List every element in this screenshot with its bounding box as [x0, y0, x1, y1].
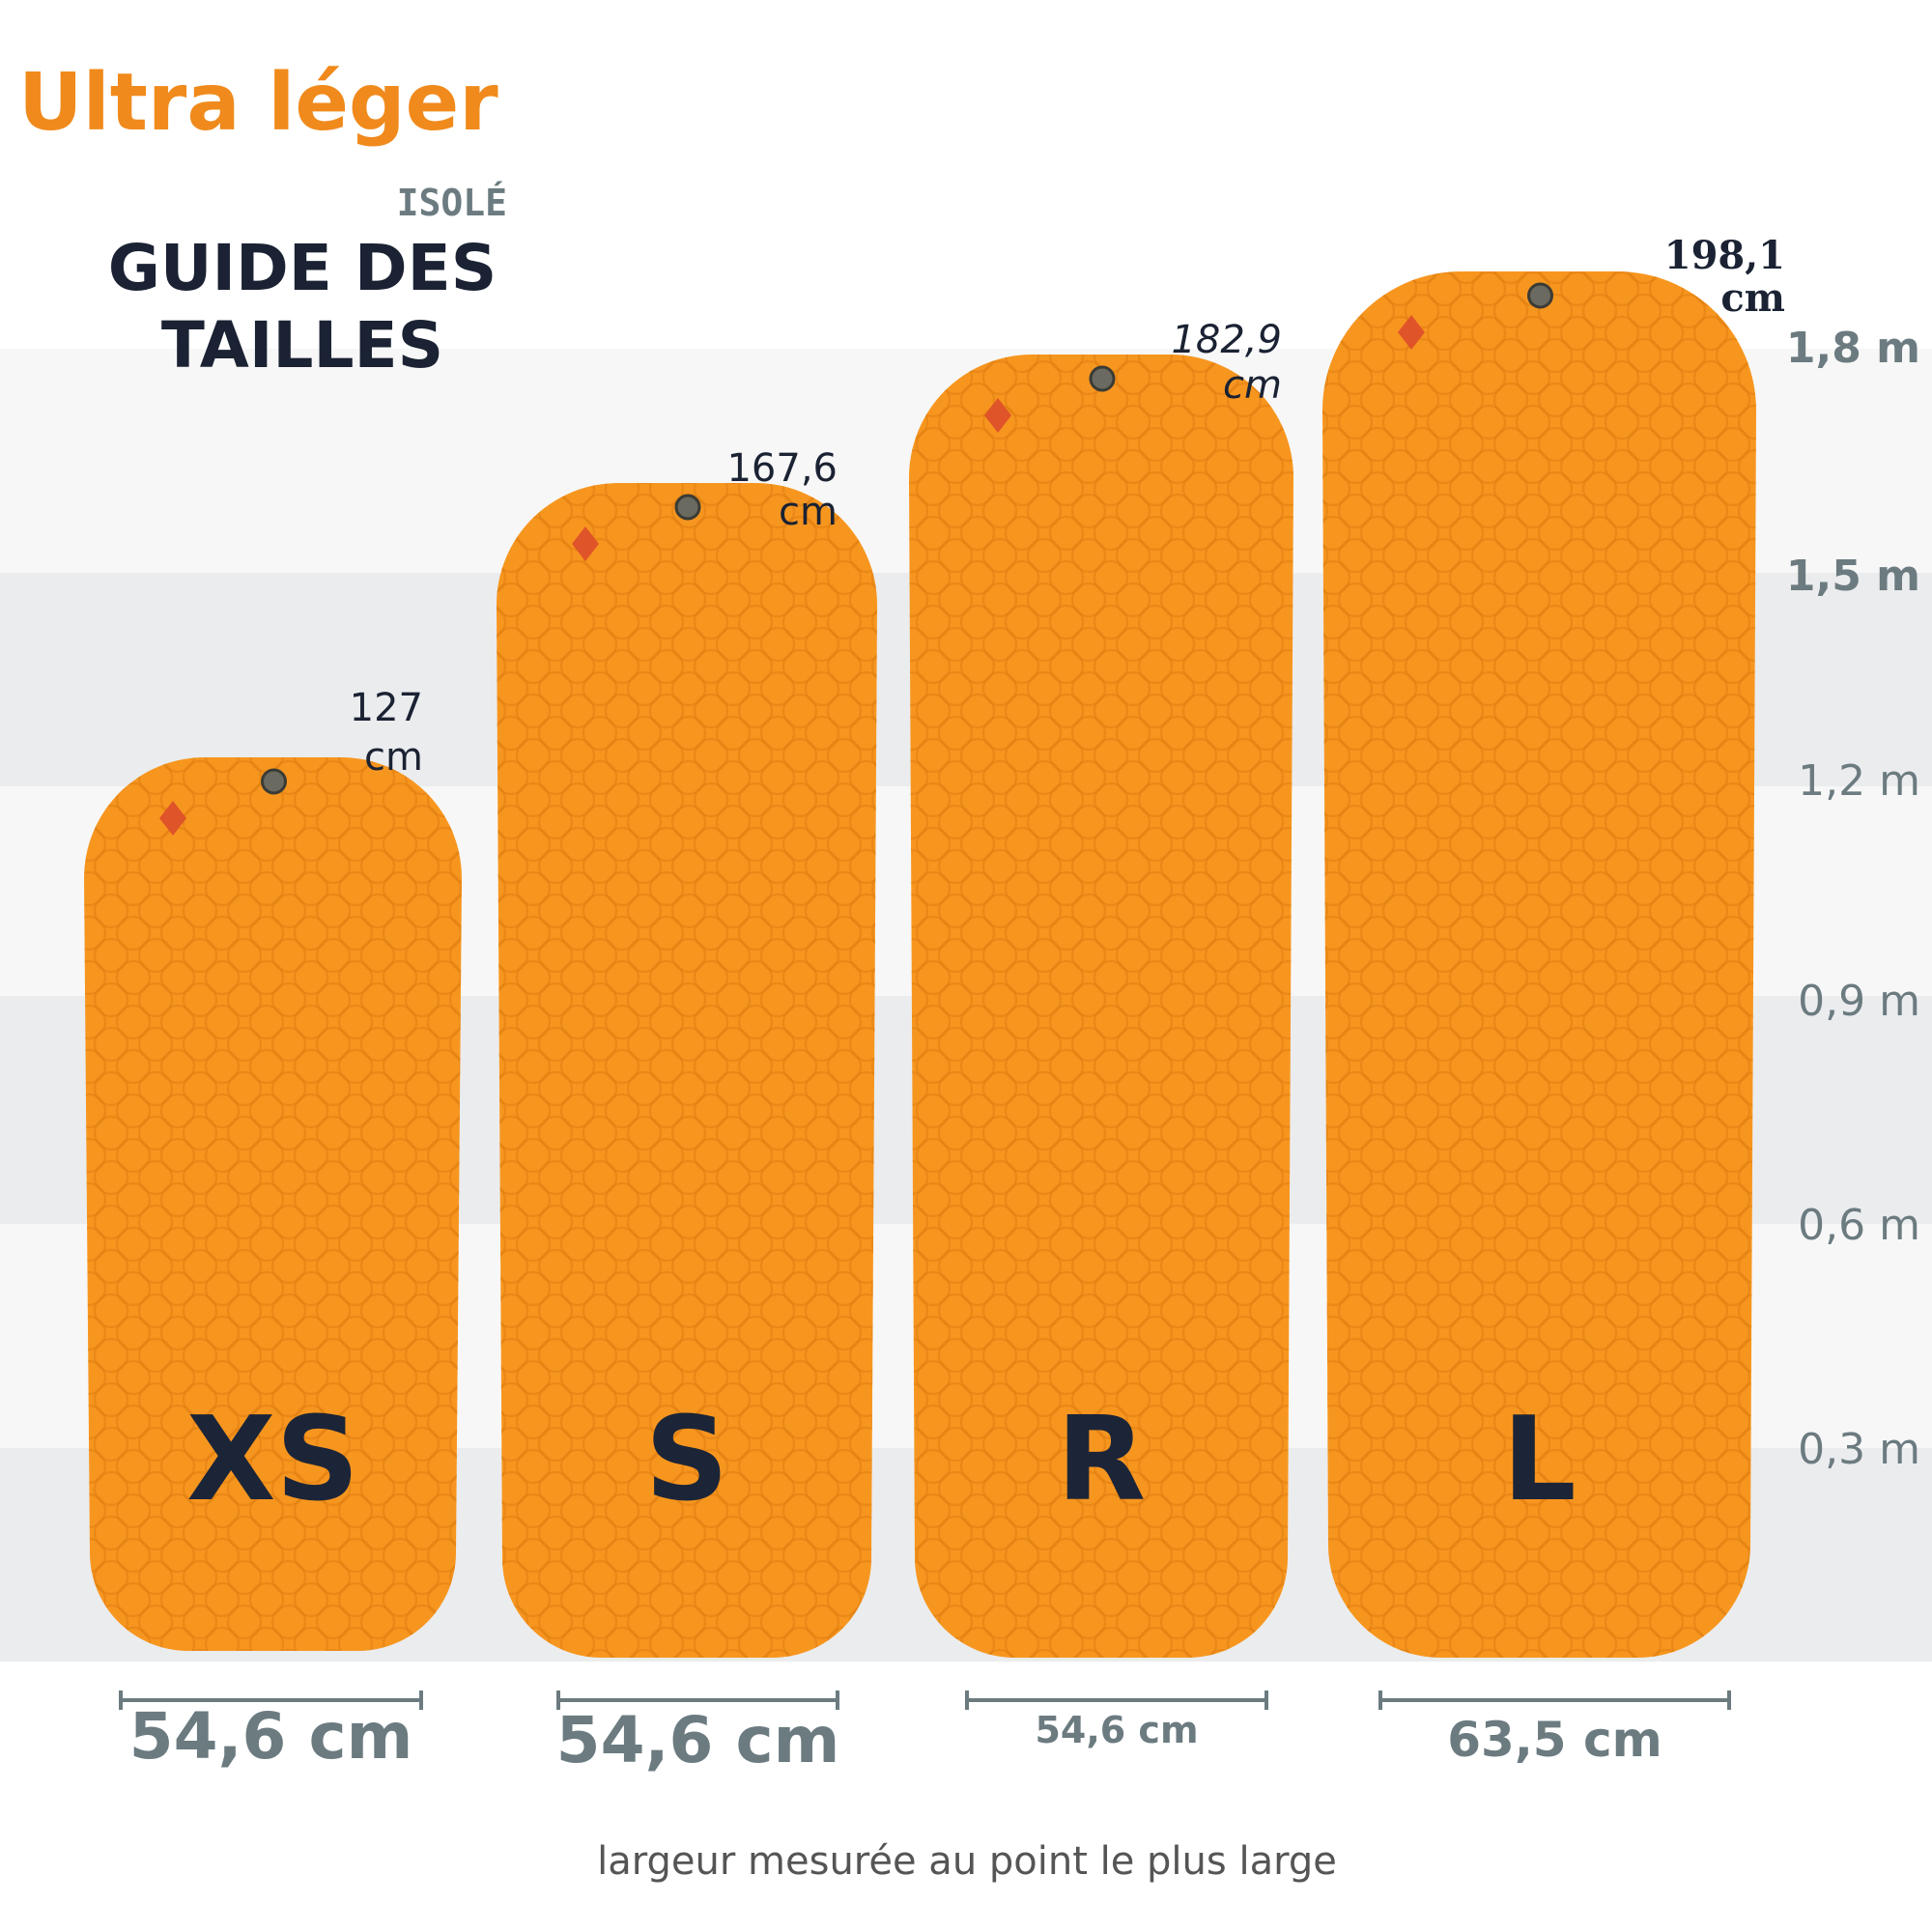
width-label: 54,6 cm	[129, 1699, 413, 1774]
mat-texture	[1322, 271, 1756, 1658]
valve	[674, 494, 701, 521]
size-label: XS	[186, 1393, 359, 1527]
valve	[1089, 365, 1116, 392]
logo	[1398, 315, 1425, 350]
heading: TAILLES	[161, 308, 443, 383]
width-label: 54,6 cm	[1035, 1709, 1198, 1751]
size-label: S	[645, 1393, 728, 1527]
valve	[1527, 282, 1553, 309]
scale-label: 1,2 m	[1798, 756, 1920, 806]
size-label: R	[1057, 1393, 1146, 1527]
length-label: 127	[350, 686, 423, 730]
mat-texture	[84, 757, 462, 1651]
length-label: cm	[1720, 275, 1785, 321]
valve	[261, 768, 287, 795]
length-label: 198,1	[1664, 233, 1785, 278]
title: Ultra léger	[18, 57, 498, 149]
length-label: 182,9	[1171, 318, 1282, 362]
width-label: 54,6 cm	[556, 1703, 840, 1777]
subtitle: ISOLÉ	[397, 182, 507, 224]
logo	[159, 801, 186, 836]
length-label: cm	[1223, 363, 1282, 408]
scale-label: 0,3 m	[1798, 1425, 1920, 1474]
heading: GUIDE DES	[108, 231, 497, 305]
width-label: 63,5 cm	[1447, 1712, 1662, 1768]
length-label: 167,6	[726, 446, 838, 491]
size-label: L	[1502, 1393, 1576, 1527]
scale-label: 0,9 m	[1798, 977, 1920, 1026]
scale-label: 1,5 m	[1786, 552, 1920, 601]
scale-label: 1,8 m	[1786, 324, 1920, 373]
scale-label: 0,6 m	[1798, 1201, 1920, 1250]
mat-texture	[909, 355, 1293, 1658]
logo	[984, 398, 1011, 433]
length-label: cm	[779, 490, 838, 534]
footnote: largeur mesurée au point le plus large	[597, 1839, 1337, 1884]
logo	[572, 526, 599, 561]
length-label: cm	[364, 735, 423, 780]
mat-texture	[497, 483, 877, 1658]
